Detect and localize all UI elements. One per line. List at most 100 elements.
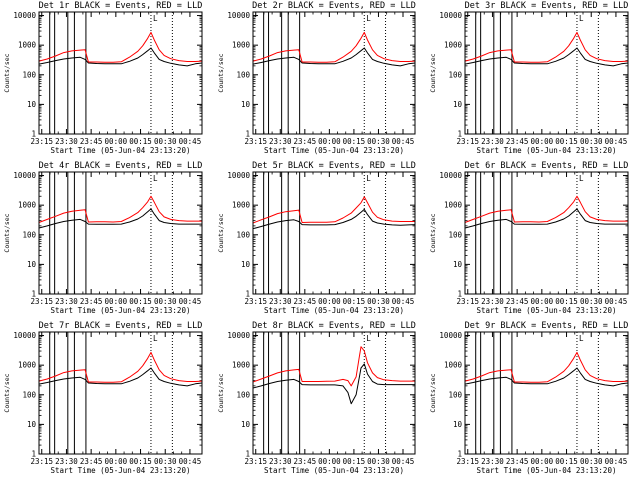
det2-xtick-label: 00:00 [318, 137, 341, 146]
det9-series-lld [464, 351, 629, 383]
det6-xtick-label: 23:30 [481, 297, 504, 306]
det6-ytick-label: 1000 [444, 201, 463, 210]
det8-ytick-label: 10 [241, 420, 251, 429]
det4-xtick-label: 00:45 [179, 297, 202, 306]
det1-series-lld [38, 31, 203, 63]
det4-xtick-label: 23:30 [55, 297, 78, 306]
det1-ytick-label: 1000 [18, 41, 37, 50]
det9-marker-label: L [579, 334, 584, 343]
det6-title: Det 6r BLACK = Events, RED = LLD [465, 161, 629, 171]
det3-ytick-label: 1000 [444, 41, 463, 50]
det6-ylabel: Counts/sec [429, 213, 437, 252]
det3-plot-frame [464, 11, 629, 135]
det1-xlabel: Start Time (05-Jun-04 23:13:20) [51, 146, 191, 155]
det6-ytick-label: 10000 [439, 171, 462, 180]
det9-xtick-label: 00:45 [605, 457, 628, 466]
det7-series-lld [38, 351, 203, 383]
det7-xlabel: Start Time (05-Jun-04 23:13:20) [51, 466, 191, 475]
det8-xtick-label: 00:30 [367, 457, 390, 466]
det5-xlabel: Start Time (05-Jun-04 23:13:20) [264, 306, 404, 315]
det7-ytick-label: 10000 [13, 331, 36, 340]
det4-xlabel: Start Time (05-Jun-04 23:13:20) [51, 306, 191, 315]
det7-xtick-label: 23:30 [55, 457, 78, 466]
det4-plot-frame [38, 171, 203, 295]
det5-plot-frame [252, 171, 416, 295]
det2-ytick-label: 1 [245, 130, 250, 139]
det7-ytick-label: 1 [31, 450, 36, 459]
det2-ytick-label: 10000 [227, 11, 250, 20]
det6-xlabel: Start Time (05-Jun-04 23:13:20) [477, 306, 617, 315]
det2-ytick-label: 100 [236, 70, 250, 79]
det9-ytick-label: 1000 [444, 361, 463, 370]
det1-ytick-label: 10000 [13, 11, 36, 20]
det1-panel: Det 1r BLACK = Events, RED = LLD Counts/s… [3, 1, 203, 155]
det2-ylabel: Counts/sec [217, 53, 225, 92]
det5-ytick-label: 10 [241, 260, 251, 269]
det9-ytick-label: 1 [457, 450, 462, 459]
det8-title: Det 8r BLACK = Events, RED = LLD [252, 321, 416, 331]
det5-xtick-label: 00:15 [343, 297, 366, 306]
det2-panel: Det 2r BLACK = Events, RED = LLD Counts/s… [217, 1, 416, 155]
det8-panel: Det 8r BLACK = Events, RED = LLD Counts/s… [217, 321, 416, 475]
det4-xtick-label: 00:30 [154, 297, 177, 306]
det9-series-events [464, 367, 629, 387]
det3-xtick-label: 00:00 [531, 137, 554, 146]
det2-series-lld [252, 31, 416, 63]
det2-plot-frame [252, 11, 416, 135]
det8-series-events [252, 363, 415, 405]
det5-series-lld [252, 196, 415, 224]
det4-xtick-label: 23:15 [30, 297, 53, 306]
det9-title: Det 9r BLACK = Events, RED = LLD [465, 321, 629, 331]
det2-ytick-label: 10 [241, 100, 251, 109]
det4-ytick-label: 10 [27, 260, 37, 269]
det9-xtick-label: 23:15 [456, 457, 479, 466]
det7-panel: Det 7r BLACK = Events, RED = LLD Counts/s… [3, 321, 203, 475]
det1-xtick-label: 00:15 [129, 137, 152, 146]
det7-xtick-label: 23:15 [30, 457, 53, 466]
det2-ytick-label: 1000 [232, 41, 251, 50]
det6-panel: Det 6r BLACK = Events, RED = LLD Counts/s… [429, 161, 629, 315]
det6-ytick-label: 10 [453, 260, 463, 269]
det8-plot-frame [252, 331, 416, 455]
det5-series-events [252, 208, 416, 230]
det4-ytick-label: 1000 [18, 201, 37, 210]
det5-xtick-label: 00:30 [367, 297, 390, 306]
det1-series-events [38, 47, 203, 67]
det7-ytick-label: 100 [22, 390, 36, 399]
det3-xtick-label: 00:30 [580, 137, 603, 146]
det9-xtick-label: 00:15 [555, 457, 578, 466]
det7-ylabel: Counts/sec [3, 373, 11, 412]
det8-xtick-label: 23:45 [294, 457, 317, 466]
det9-ytick-label: 100 [448, 390, 462, 399]
det1-xtick-label: 00:00 [105, 137, 128, 146]
det1-title: Det 1r BLACK = Events, RED = LLD [39, 1, 203, 11]
det1-xtick-label: 23:15 [30, 137, 53, 146]
det8-xtick-label: 23:30 [269, 457, 292, 466]
det7-xtick-label: 00:00 [105, 457, 128, 466]
det9-panel: Det 9r BLACK = Events, RED = LLD Counts/s… [429, 321, 629, 475]
det6-xtick-label: 23:15 [456, 297, 479, 306]
det6-ytick-label: 1 [457, 290, 462, 299]
det5-title: Det 5r BLACK = Events, RED = LLD [252, 161, 416, 171]
det6-xtick-label: 00:30 [580, 297, 603, 306]
det9-plot-frame [464, 331, 629, 455]
det5-ylabel: Counts/sec [217, 213, 225, 252]
det2-series-events [252, 47, 416, 67]
det4-ylabel: Counts/sec [3, 213, 11, 252]
det1-ytick-label: 10 [27, 100, 37, 109]
det2-xtick-label: 00:15 [343, 137, 366, 146]
det7-series-events [38, 367, 203, 387]
det1-xtick-label: 23:45 [80, 137, 103, 146]
det2-xlabel: Start Time (05-Jun-04 23:13:20) [264, 146, 404, 155]
det7-ytick-label: 10 [27, 420, 37, 429]
det5-panel: Det 5r BLACK = Events, RED = LLD Counts/s… [217, 161, 416, 315]
det6-ytick-label: 100 [448, 230, 462, 239]
det3-ytick-label: 10000 [439, 11, 462, 20]
det7-marker-label: L [153, 334, 158, 343]
det2-xtick-label: 23:30 [269, 137, 292, 146]
det1-xtick-label: 00:30 [154, 137, 177, 146]
det8-series-lld [252, 346, 415, 387]
det3-xtick-label: 00:15 [555, 137, 578, 146]
det3-ytick-label: 100 [448, 70, 462, 79]
